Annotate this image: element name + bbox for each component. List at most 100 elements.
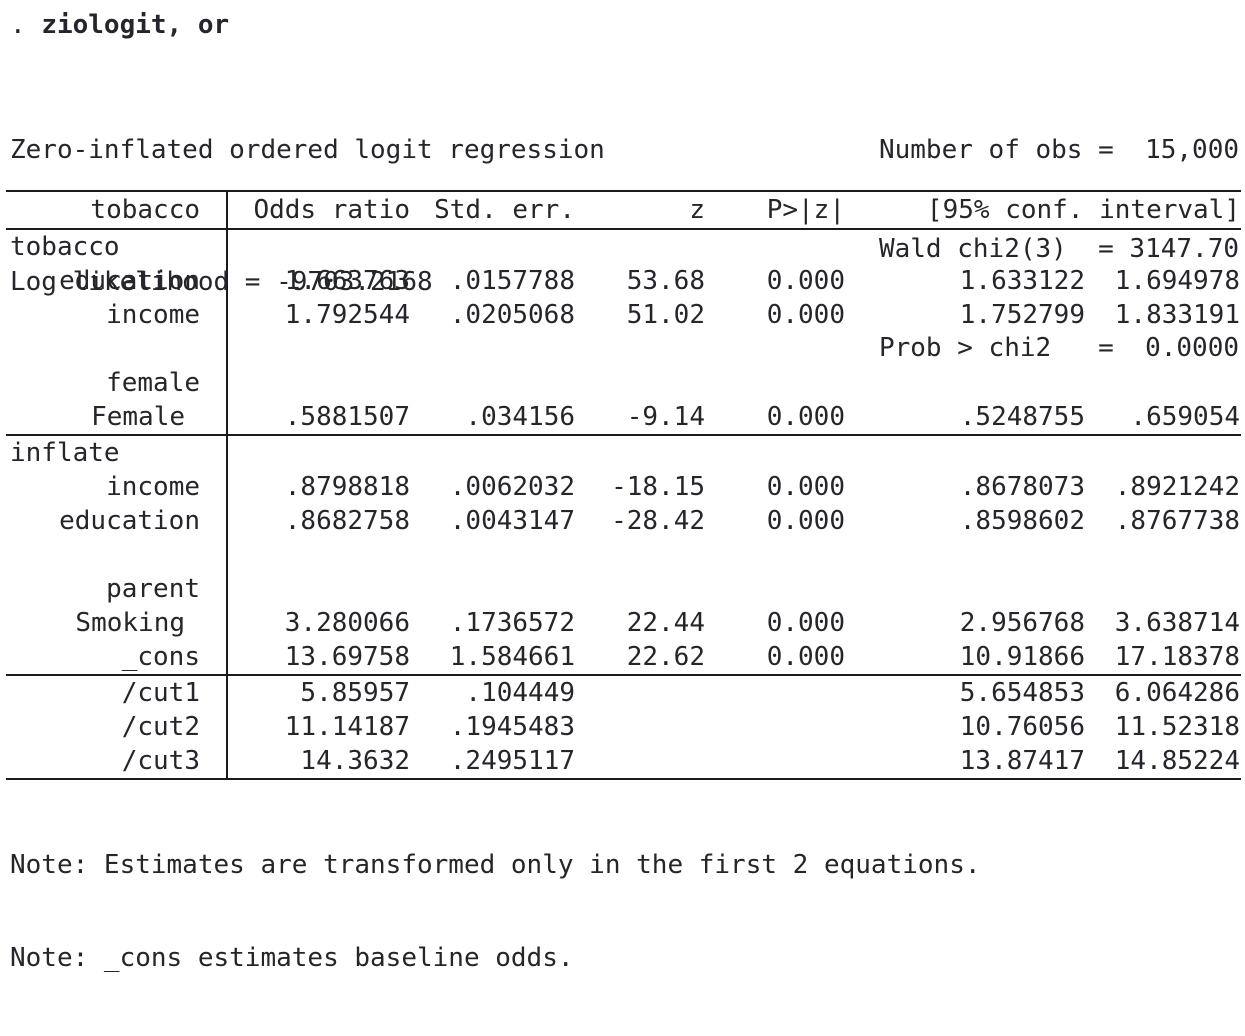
- table-row: income 1.792544 .0205068 51.02 0.000 1.7…: [6, 298, 1241, 332]
- cell-ci-high: 1.833191: [1114, 300, 1240, 330]
- cell-p-value: 0.000: [766, 642, 845, 672]
- table-row: income .8798818 .0062032 -18.15 0.000 .8…: [6, 470, 1241, 504]
- table-row-blank: [6, 332, 1241, 366]
- cell-odds-ratio: 1.792544: [284, 300, 410, 330]
- table-row: /cut1 5.85957 .104449 5.654853 6.064286: [6, 676, 1241, 710]
- header-odds-ratio: Odds ratio: [253, 195, 410, 225]
- cell-std-err: .0205068: [449, 300, 575, 330]
- row-label: Smoking: [6, 606, 228, 640]
- cell-odds-ratio: .5881507: [284, 402, 410, 432]
- cell-p-value: 0.000: [766, 506, 845, 536]
- cell-ci-low: 10.91866: [959, 642, 1085, 672]
- header-p-value: P>|z|: [766, 195, 845, 225]
- cell-ci-low: 1.633122: [959, 266, 1085, 296]
- table-row: education .8682758 .0043147 -28.42 0.000…: [6, 504, 1241, 538]
- table-row: inflate: [6, 436, 1241, 470]
- cell-z: 22.62: [626, 642, 705, 672]
- section-cutpoints: /cut1 5.85957 .104449 5.654853 6.064286 …: [6, 674, 1241, 778]
- cell-z: 51.02: [626, 300, 705, 330]
- table-row: /cut3 14.3632 .2495117 13.87417 14.85224: [6, 744, 1241, 778]
- header-std-err: Std. err.: [434, 195, 575, 225]
- row-label: [6, 538, 228, 572]
- table-row: female: [6, 366, 1241, 400]
- row-label: income: [6, 470, 228, 504]
- cell-ci-low: 1.752799: [959, 300, 1085, 330]
- cell-ci-high: .8921242: [1114, 472, 1240, 502]
- log-likelihood: Log likelihood = -9703.2168: [10, 267, 433, 297]
- cell-std-err: .0043147: [449, 506, 575, 536]
- command-line: . ziologit, or: [10, 8, 1245, 43]
- cell-ci-high: .8767738: [1114, 506, 1240, 536]
- cell-odds-ratio: 13.69758: [284, 642, 410, 672]
- table-row: education 1.663763 .0157788 53.68 0.000 …: [6, 264, 1241, 298]
- cell-std-err: .0062032: [449, 472, 575, 502]
- cell-std-err: 1.584661: [449, 642, 575, 672]
- stat-wald-chi2: Wald chi2(3) = 3147.70: [878, 234, 1239, 264]
- table-row: /cut2 11.14187 .1945483 10.76056 11.5231…: [6, 710, 1241, 744]
- row-label: education: [6, 264, 228, 298]
- row-label: Female: [6, 400, 228, 434]
- stata-output-page: . ziologit, or Zero-inflated ordered log…: [0, 8, 1245, 973]
- factor-variable-label: female: [6, 366, 228, 400]
- row-label: /cut1: [6, 676, 228, 710]
- cell-odds-ratio: 1.663763: [284, 266, 410, 296]
- cell-std-err: .1736572: [449, 608, 575, 638]
- row-label: /cut2: [6, 710, 228, 744]
- cell-z: -9.14: [626, 402, 705, 432]
- header-conf-interval: [95% conf. interval]: [926, 195, 1240, 225]
- table-row: Female .5881507 .034156 -9.14 0.000 .524…: [6, 400, 1241, 434]
- cell-odds-ratio: 11.14187: [284, 712, 410, 742]
- table-row: parent: [6, 572, 1241, 606]
- cell-odds-ratio: .8682758: [284, 506, 410, 536]
- cell-ci-high: 14.85224: [1114, 746, 1240, 776]
- cell-p-value: 0.000: [766, 402, 845, 432]
- cell-ci-low: .8678073: [959, 472, 1085, 502]
- table-row: Smoking 3.280066 .1736572 22.44 0.000 2.…: [6, 606, 1241, 640]
- cell-ci-high: 1.694978: [1114, 266, 1240, 296]
- cell-ci-high: 6.064286: [1114, 678, 1240, 708]
- cell-ci-low: 10.76056: [959, 712, 1085, 742]
- table-row-blank: [6, 538, 1241, 572]
- row-label: education: [6, 504, 228, 538]
- section-inflate-equation: inflate income .8798818 .0062032 -18.15 …: [6, 434, 1241, 674]
- cell-p-value: 0.000: [766, 472, 845, 502]
- cell-std-err: .0157788: [449, 266, 575, 296]
- cell-ci-high: 3.638714: [1114, 608, 1240, 638]
- factor-variable-label: parent: [6, 572, 228, 606]
- cell-p-value: 0.000: [766, 266, 845, 296]
- cell-std-err: .1945483: [449, 712, 575, 742]
- cell-odds-ratio: .8798818: [284, 472, 410, 502]
- header-z: z: [689, 195, 705, 225]
- cell-p-value: 0.000: [766, 300, 845, 330]
- note-transformed: Note: Estimates are transformed only in …: [10, 850, 981, 880]
- cell-odds-ratio: 5.85957: [300, 678, 410, 708]
- cell-ci-low: 13.87417: [959, 746, 1085, 776]
- cell-std-err: .104449: [465, 678, 575, 708]
- table-row: tobacco: [6, 230, 1241, 264]
- row-label: /cut3: [6, 744, 228, 778]
- cell-ci-low: .5248755: [959, 402, 1085, 432]
- equation-label: tobacco: [6, 230, 228, 264]
- table-header-row: tobacco Odds ratio Std. err. z P>|z| [95…: [6, 192, 1241, 230]
- cell-z: -28.42: [611, 506, 705, 536]
- cell-ci-low: .8598602: [959, 506, 1085, 536]
- model-summary: Zero-inflated ordered logit regression L…: [0, 68, 1245, 363]
- equation-label: inflate: [6, 436, 228, 470]
- cell-z: 53.68: [626, 266, 705, 296]
- cell-std-err: .034156: [465, 402, 575, 432]
- cell-std-err: .2495117: [449, 746, 575, 776]
- cell-z: -18.15: [611, 472, 705, 502]
- cell-odds-ratio: 3.280066: [284, 608, 410, 638]
- section-tobacco-equation: tobacco education 1.663763 .0157788 53.6…: [6, 230, 1241, 434]
- note-cons-baseline: Note: _cons estimates baseline odds.: [10, 943, 574, 973]
- cell-ci-low: 2.956768: [959, 608, 1085, 638]
- command-prompt: .: [10, 10, 42, 40]
- cell-ci-high: 11.52318: [1114, 712, 1240, 742]
- header-depvar: tobacco: [6, 192, 228, 228]
- row-label: [6, 332, 228, 366]
- stat-prob-chi2: Prob > chi2 = 0.0000: [878, 333, 1239, 363]
- cell-odds-ratio: 14.3632: [300, 746, 410, 776]
- summary-left: Zero-inflated ordered logit regression L…: [10, 68, 605, 365]
- stat-number-of-obs: Number of obs = 15,000: [878, 135, 1239, 165]
- cell-ci-low: 5.654853: [959, 678, 1085, 708]
